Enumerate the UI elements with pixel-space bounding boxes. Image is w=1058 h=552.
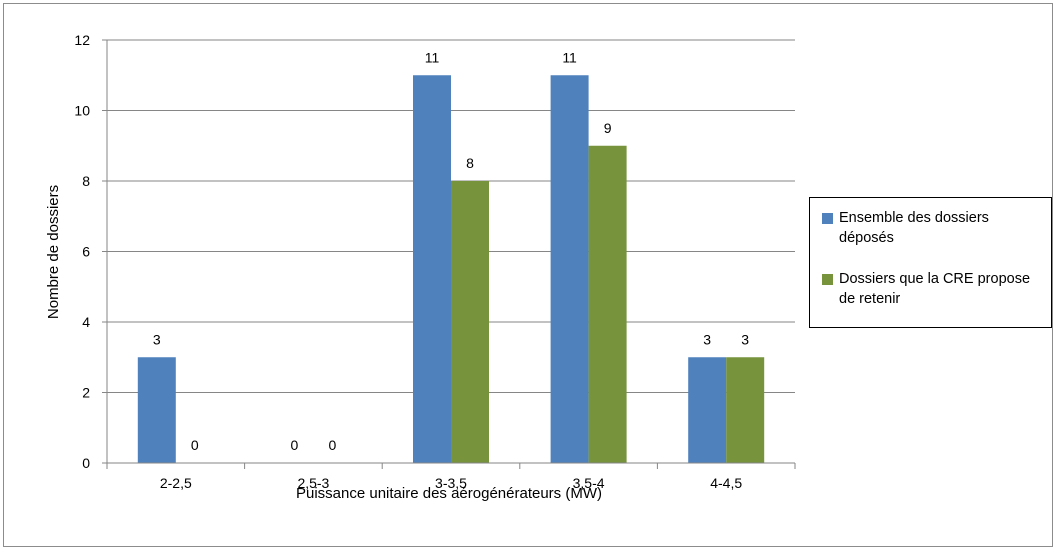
y-tick-label: 2 <box>82 385 90 401</box>
y-tick-label: 10 <box>74 103 90 119</box>
legend-swatch-green <box>822 274 833 285</box>
x-tick-label: 2-2,5 <box>160 475 192 491</box>
y-tick-label: 0 <box>82 455 90 471</box>
bar-deposes <box>688 357 727 463</box>
y-tick-label: 6 <box>82 244 90 260</box>
data-label: 3 <box>741 331 749 347</box>
y-tick-label: 8 <box>82 173 90 189</box>
y-axis-title: Nombre de dossiers <box>45 185 62 319</box>
data-label: 9 <box>604 120 612 136</box>
data-label: 0 <box>329 437 337 453</box>
bar-retenir <box>726 357 765 463</box>
x-tick-label: 2,5-3 <box>297 475 329 491</box>
legend-label: Dossiers que la CRE propose de retenir <box>839 271 1031 307</box>
legend-swatch-blue <box>822 213 833 224</box>
legend-label: Ensemble des dossiers déposés <box>839 210 989 246</box>
axes <box>102 39 796 469</box>
legend-item-deposes: Ensemble des dossiers déposés <box>822 208 1039 248</box>
x-tick-label: 3,5-4 <box>573 475 605 491</box>
data-label: 3 <box>703 331 711 347</box>
data-labels: 3 0 0 0 11 8 11 9 3 3 <box>153 49 749 453</box>
y-tick-label: 4 <box>82 314 90 330</box>
y-tick-labels: 0 2 4 6 8 10 12 <box>74 32 90 471</box>
bar-deposes <box>137 357 176 463</box>
bar-retenir <box>451 181 489 463</box>
data-label: 8 <box>466 155 474 171</box>
data-label: 3 <box>153 331 161 347</box>
bars <box>137 75 765 463</box>
x-tick-labels: 2-2,5 2,5-3 3-3,5 3,5-4 4-4,5 <box>160 475 743 491</box>
x-tick-label: 4-4,5 <box>710 475 742 491</box>
legend-item-retenir: Dossiers que la CRE propose de retenir <box>822 269 1039 309</box>
x-axis-title: Puissance unitaire des aérogénérateurs (… <box>296 485 602 502</box>
legend: Ensemble des dossiers déposés Dossiers q… <box>809 197 1052 328</box>
bar-deposes <box>413 75 451 463</box>
data-label: 0 <box>191 437 199 453</box>
x-tick-label: 3-3,5 <box>435 475 467 491</box>
data-label: 0 <box>291 437 299 453</box>
bar-retenir <box>588 145 627 463</box>
data-label: 11 <box>425 49 440 65</box>
data-label: 11 <box>562 49 577 65</box>
y-tick-label: 12 <box>74 32 90 48</box>
bar-deposes <box>550 75 589 463</box>
